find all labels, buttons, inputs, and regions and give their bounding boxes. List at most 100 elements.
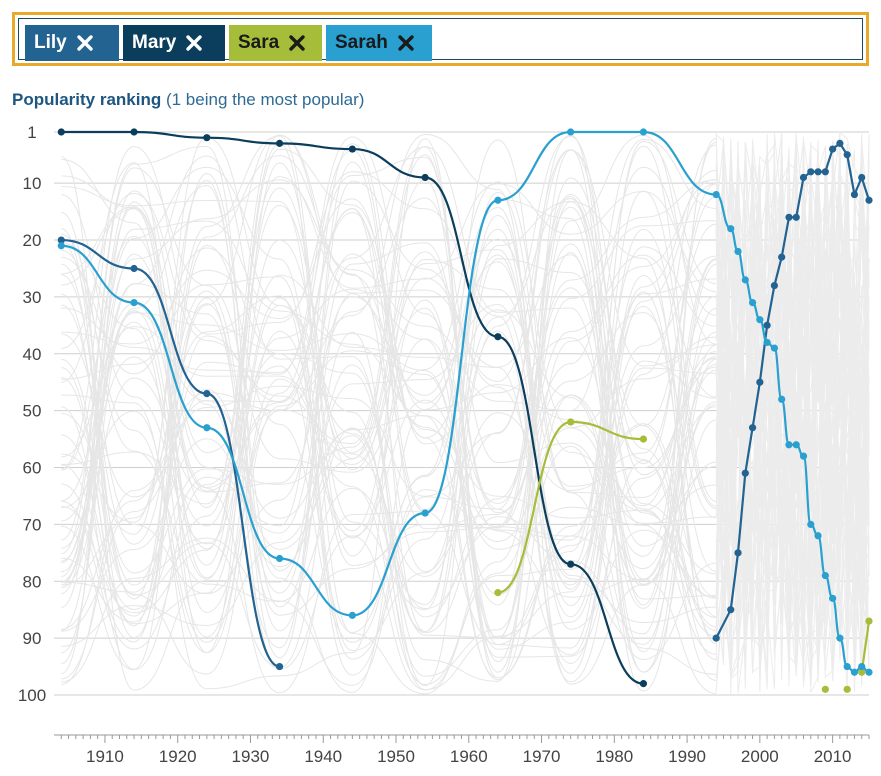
background-line	[61, 206, 717, 686]
data-point	[792, 441, 800, 449]
data-point	[57, 128, 65, 136]
background-line	[715, 156, 870, 671]
data-point	[348, 145, 356, 153]
data-point	[494, 333, 502, 341]
background-line	[715, 158, 870, 683]
background-line	[715, 162, 870, 693]
tag-sarah[interactable]: Sarah	[326, 25, 432, 61]
y-tick-label: 70	[23, 515, 42, 534]
background-line	[61, 156, 717, 691]
data-point	[814, 532, 822, 540]
background-line	[715, 160, 870, 678]
data-point	[130, 299, 138, 307]
data-point	[348, 611, 356, 619]
background-line	[61, 196, 717, 653]
data-point	[275, 662, 284, 671]
y-tick-label: 20	[23, 231, 42, 250]
x-tick-label: 1930	[232, 747, 270, 766]
background-line	[61, 135, 717, 632]
background-line	[61, 197, 717, 589]
background-line	[715, 141, 870, 688]
background-line	[715, 140, 870, 665]
data-point	[203, 424, 211, 432]
series-line	[715, 141, 871, 639]
background-line	[61, 228, 717, 694]
close-icon[interactable]	[76, 34, 94, 52]
background-line	[61, 247, 717, 655]
data-point	[843, 662, 851, 671]
data-point	[494, 196, 502, 204]
axes: 1910 1920 1930 1940 1950 1960 1970 1980 1990 2000…	[18, 123, 870, 766]
close-icon[interactable]	[397, 34, 415, 52]
background-line	[61, 166, 717, 674]
background-line	[715, 141, 870, 643]
background-line	[715, 175, 870, 671]
background-line	[61, 175, 717, 579]
data-point	[421, 509, 429, 517]
chart-title-bold: Popularity ranking	[12, 90, 162, 109]
grid-lines	[54, 131, 869, 696]
background-line	[61, 228, 717, 691]
x-tick-label: 1990	[668, 747, 706, 766]
background-line	[61, 137, 717, 647]
background-line	[715, 150, 870, 664]
data-point	[850, 190, 859, 199]
close-icon[interactable]	[185, 34, 203, 52]
data-point	[865, 617, 873, 625]
background-line	[61, 139, 717, 670]
background-line	[61, 180, 717, 659]
x-tick-label: 1980	[595, 747, 633, 766]
data-point	[756, 316, 764, 324]
tag-sara[interactable]: Sara	[229, 25, 322, 61]
background-line	[61, 138, 717, 649]
tag-lily[interactable]: Lily	[25, 25, 119, 61]
data-point	[807, 168, 815, 176]
background-line	[715, 183, 870, 674]
background-line	[61, 239, 717, 624]
data-point	[748, 299, 757, 307]
background-line	[61, 146, 717, 609]
background-line	[61, 149, 717, 628]
background-name-lines	[61, 131, 870, 695]
data-point	[567, 418, 575, 426]
y-tick-label: 30	[23, 288, 42, 307]
background-line	[715, 136, 870, 647]
background-line	[715, 147, 870, 690]
background-line	[61, 206, 717, 641]
background-line	[715, 157, 870, 632]
background-line	[61, 134, 717, 606]
background-line	[61, 194, 717, 650]
background-line	[61, 145, 717, 646]
data-point	[843, 151, 851, 159]
background-line	[715, 175, 870, 675]
data-point	[639, 435, 648, 443]
data-point	[727, 606, 735, 614]
x-tick-label: 1970	[523, 747, 561, 766]
name-selector[interactable]: Lily Mary Sara Sarah	[12, 12, 869, 66]
background-line	[715, 132, 870, 695]
background-line	[715, 145, 870, 647]
background-line	[61, 223, 717, 671]
tag-mary[interactable]: Mary	[123, 25, 225, 61]
name-selector-inner: Lily Mary Sara Sarah	[18, 18, 863, 61]
tag-label: Mary	[132, 32, 177, 53]
data-point	[836, 634, 844, 642]
data-point	[821, 685, 829, 693]
data-point	[807, 520, 815, 528]
y-tick-label: 40	[23, 345, 42, 364]
data-point	[734, 549, 742, 557]
background-line	[715, 177, 870, 688]
background-line	[715, 179, 870, 674]
data-point	[785, 441, 793, 449]
background-line	[61, 149, 717, 673]
data-point	[57, 242, 65, 250]
background-line	[61, 242, 717, 638]
background-line	[61, 162, 717, 686]
data-point	[770, 344, 779, 352]
background-line	[715, 149, 870, 685]
close-icon[interactable]	[288, 34, 306, 52]
background-line	[715, 139, 870, 693]
background-line	[715, 157, 870, 679]
background-line	[715, 145, 870, 693]
background-line	[715, 170, 870, 674]
